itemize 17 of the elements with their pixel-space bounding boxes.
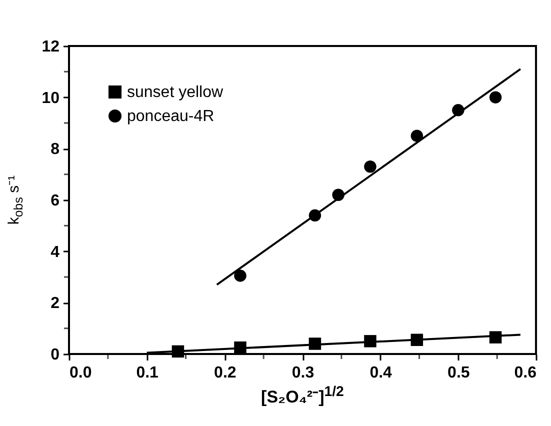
y-tick-label: 0 <box>50 346 60 364</box>
y-tick-label: 4 <box>50 244 60 261</box>
x-tick-label: 0.1 <box>136 364 159 382</box>
x-axis-title: [S₂O₄²⁻]$^{1/2}$ <box>260 384 345 408</box>
x-tick-label: 0.5 <box>448 364 470 382</box>
legend-label: ponceau-4R <box>127 108 214 125</box>
y-tick-label: 2 <box>50 295 60 312</box>
y-tick-label: 12 <box>42 38 60 56</box>
x-tick-label: 0.6 <box>514 364 537 382</box>
y-tick-label: 8 <box>50 141 60 158</box>
x-tick-label: 0.4 <box>370 364 392 382</box>
y-tick-label: 10 <box>42 90 60 107</box>
legend-label: sunset yellow <box>127 84 224 101</box>
x-tick-label: 0.0 <box>70 364 92 382</box>
x-tick-label: 0.3 <box>292 364 314 382</box>
x-tick-label: 0.2 <box>214 364 236 382</box>
y-tick-label: 6 <box>50 192 60 210</box>
